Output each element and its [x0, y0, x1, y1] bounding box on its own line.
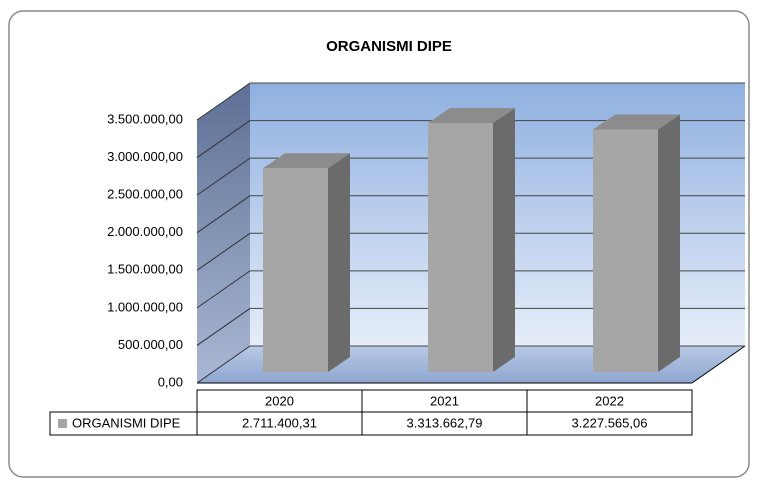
- bar-side: [658, 114, 680, 372]
- bar-front: [593, 129, 658, 372]
- table-cell: [49, 411, 198, 436]
- grid-line: [196, 120, 251, 158]
- bar-front: [428, 123, 493, 372]
- y-tick-label: 1.500.000,00: [107, 262, 183, 277]
- y-tick-label: 3.000.000,00: [107, 149, 183, 164]
- bar: [428, 108, 515, 373]
- side-wall: [197, 83, 250, 383]
- bar-top: [428, 108, 515, 124]
- data-label: 2.711.400,31: [242, 415, 317, 430]
- bar: [263, 153, 350, 372]
- chart-title: ORGANISMI DIPE: [326, 38, 452, 55]
- legend-label: ORGANISMI DIPE: [72, 415, 181, 430]
- y-tick-label: 500.000,00: [118, 337, 183, 352]
- x-tick-label: 2022: [595, 393, 624, 408]
- floor-edge: [691, 345, 746, 384]
- grid-line: [196, 195, 251, 234]
- grid-line: [196, 270, 251, 309]
- y-tick-label: 2.500.000,00: [107, 187, 183, 202]
- bar-top: [593, 114, 680, 130]
- grid-line: [196, 82, 251, 121]
- bar-side: [328, 153, 350, 372]
- grid-line: [196, 157, 251, 196]
- y-tick-label: 1.000.000,00: [107, 299, 183, 314]
- data-label: 3.313.662,79: [407, 415, 483, 430]
- bar-front: [263, 168, 328, 372]
- y-tick-label: 2.000.000,00: [107, 224, 183, 239]
- grid-line: [196, 232, 251, 271]
- grid-line: [196, 308, 251, 346]
- y-tick-label: 0,00: [158, 374, 183, 389]
- grid-line: [196, 345, 251, 384]
- bar-side: [493, 108, 515, 373]
- x-tick-label: 2020: [265, 393, 294, 408]
- x-tick-label: 2021: [430, 393, 459, 408]
- bar-top: [263, 153, 350, 169]
- table-cell: [526, 411, 693, 436]
- bar: [593, 114, 680, 372]
- data-label: 3.227.565,06: [572, 415, 648, 430]
- y-tick-label: 3.500.000,00: [107, 111, 183, 126]
- legend-swatch: [58, 419, 67, 428]
